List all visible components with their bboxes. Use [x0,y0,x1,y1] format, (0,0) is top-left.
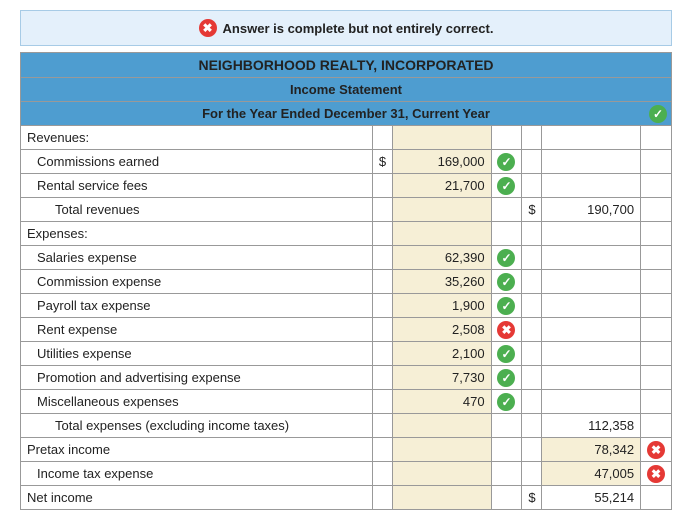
x-icon: ✖ [647,465,665,483]
table-row: Utilities expense 2,100 ✓ [21,342,672,366]
status-icon: ✖ [641,462,672,486]
status-icon: ✖ [491,318,522,342]
status-icon: ✓ [491,390,522,414]
currency-symbol: $ [522,198,542,222]
row-label: Revenues: [21,126,373,150]
row-value: 21,700 [392,174,491,198]
check-icon: ✓ [497,297,515,315]
table-row: Total revenues $ 190,700 [21,198,672,222]
check-icon: ✓ [497,153,515,171]
period-header: For the Year Ended December 31, Current … [21,102,672,126]
status-icon: ✓ [491,366,522,390]
table-row: Rent expense 2,508 ✖ [21,318,672,342]
status-icon: ✓ [491,342,522,366]
row-label: Salaries expense [21,246,373,270]
row-value: 78,342 [542,438,641,462]
table-row: Miscellaneous expenses 470 ✓ [21,390,672,414]
row-label: Payroll tax expense [21,294,373,318]
status-icon: ✖ [641,438,672,462]
check-icon: ✓ [497,273,515,291]
x-icon: ✖ [199,19,217,37]
row-value: 62,390 [392,246,491,270]
row-label: Miscellaneous expenses [21,390,373,414]
table-row: Commission expense 35,260 ✓ [21,270,672,294]
table-row: Expenses: [21,222,672,246]
company-header: NEIGHBORHOOD REALTY, INCORPORATED [21,53,672,78]
row-label: Expenses: [21,222,373,246]
row-value: 112,358 [542,414,641,438]
currency-symbol: $ [522,486,542,510]
row-label: Total expenses (excluding income taxes) [21,414,373,438]
row-label: Rental service fees [21,174,373,198]
banner-text: Answer is complete but not entirely corr… [223,21,494,36]
table-row: Rental service fees 21,700 ✓ [21,174,672,198]
row-label: Promotion and advertising expense [21,366,373,390]
check-icon: ✓ [497,369,515,387]
status-icon: ✓ [491,270,522,294]
table-row: Commissions earned $ 169,000 ✓ [21,150,672,174]
row-label: Net income [21,486,373,510]
period-text: For the Year Ended December 31, Current … [202,106,490,121]
row-value: 470 [392,390,491,414]
check-icon: ✓ [497,177,515,195]
row-value: 35,260 [392,270,491,294]
x-icon: ✖ [647,441,665,459]
row-value: 1,900 [392,294,491,318]
check-icon: ✓ [649,105,667,123]
table-row: Total expenses (excluding income taxes) … [21,414,672,438]
status-icon: ✓ [491,174,522,198]
row-value: 169,000 [392,150,491,174]
table-row: Payroll tax expense 1,900 ✓ [21,294,672,318]
row-label: Commission expense [21,270,373,294]
table-row: Revenues: [21,126,672,150]
row-label: Commissions earned [21,150,373,174]
table-row: Net income $ 55,214 [21,486,672,510]
x-icon: ✖ [497,321,515,339]
check-icon: ✓ [497,249,515,267]
row-label: Rent expense [21,318,373,342]
answer-banner: ✖ Answer is complete but not entirely co… [20,10,672,46]
check-icon: ✓ [497,393,515,411]
currency-symbol: $ [372,150,392,174]
status-icon: ✓ [491,294,522,318]
row-value: 2,100 [392,342,491,366]
row-value: 7,730 [392,366,491,390]
table-row: Promotion and advertising expense 7,730 … [21,366,672,390]
table-row: Income tax expense 47,005 ✖ [21,462,672,486]
row-value: 190,700 [542,198,641,222]
row-label: Income tax expense [21,462,373,486]
table-row: Salaries expense 62,390 ✓ [21,246,672,270]
statement-title: Income Statement [21,78,672,102]
table-row: Pretax income 78,342 ✖ [21,438,672,462]
income-statement-table: NEIGHBORHOOD REALTY, INCORPORATED Income… [20,52,672,510]
row-value: 47,005 [542,462,641,486]
check-icon: ✓ [497,345,515,363]
row-label: Total revenues [21,198,373,222]
row-value: 2,508 [392,318,491,342]
row-value: 55,214 [542,486,641,510]
row-label: Utilities expense [21,342,373,366]
row-label: Pretax income [21,438,373,462]
status-icon: ✓ [491,150,522,174]
status-icon: ✓ [491,246,522,270]
